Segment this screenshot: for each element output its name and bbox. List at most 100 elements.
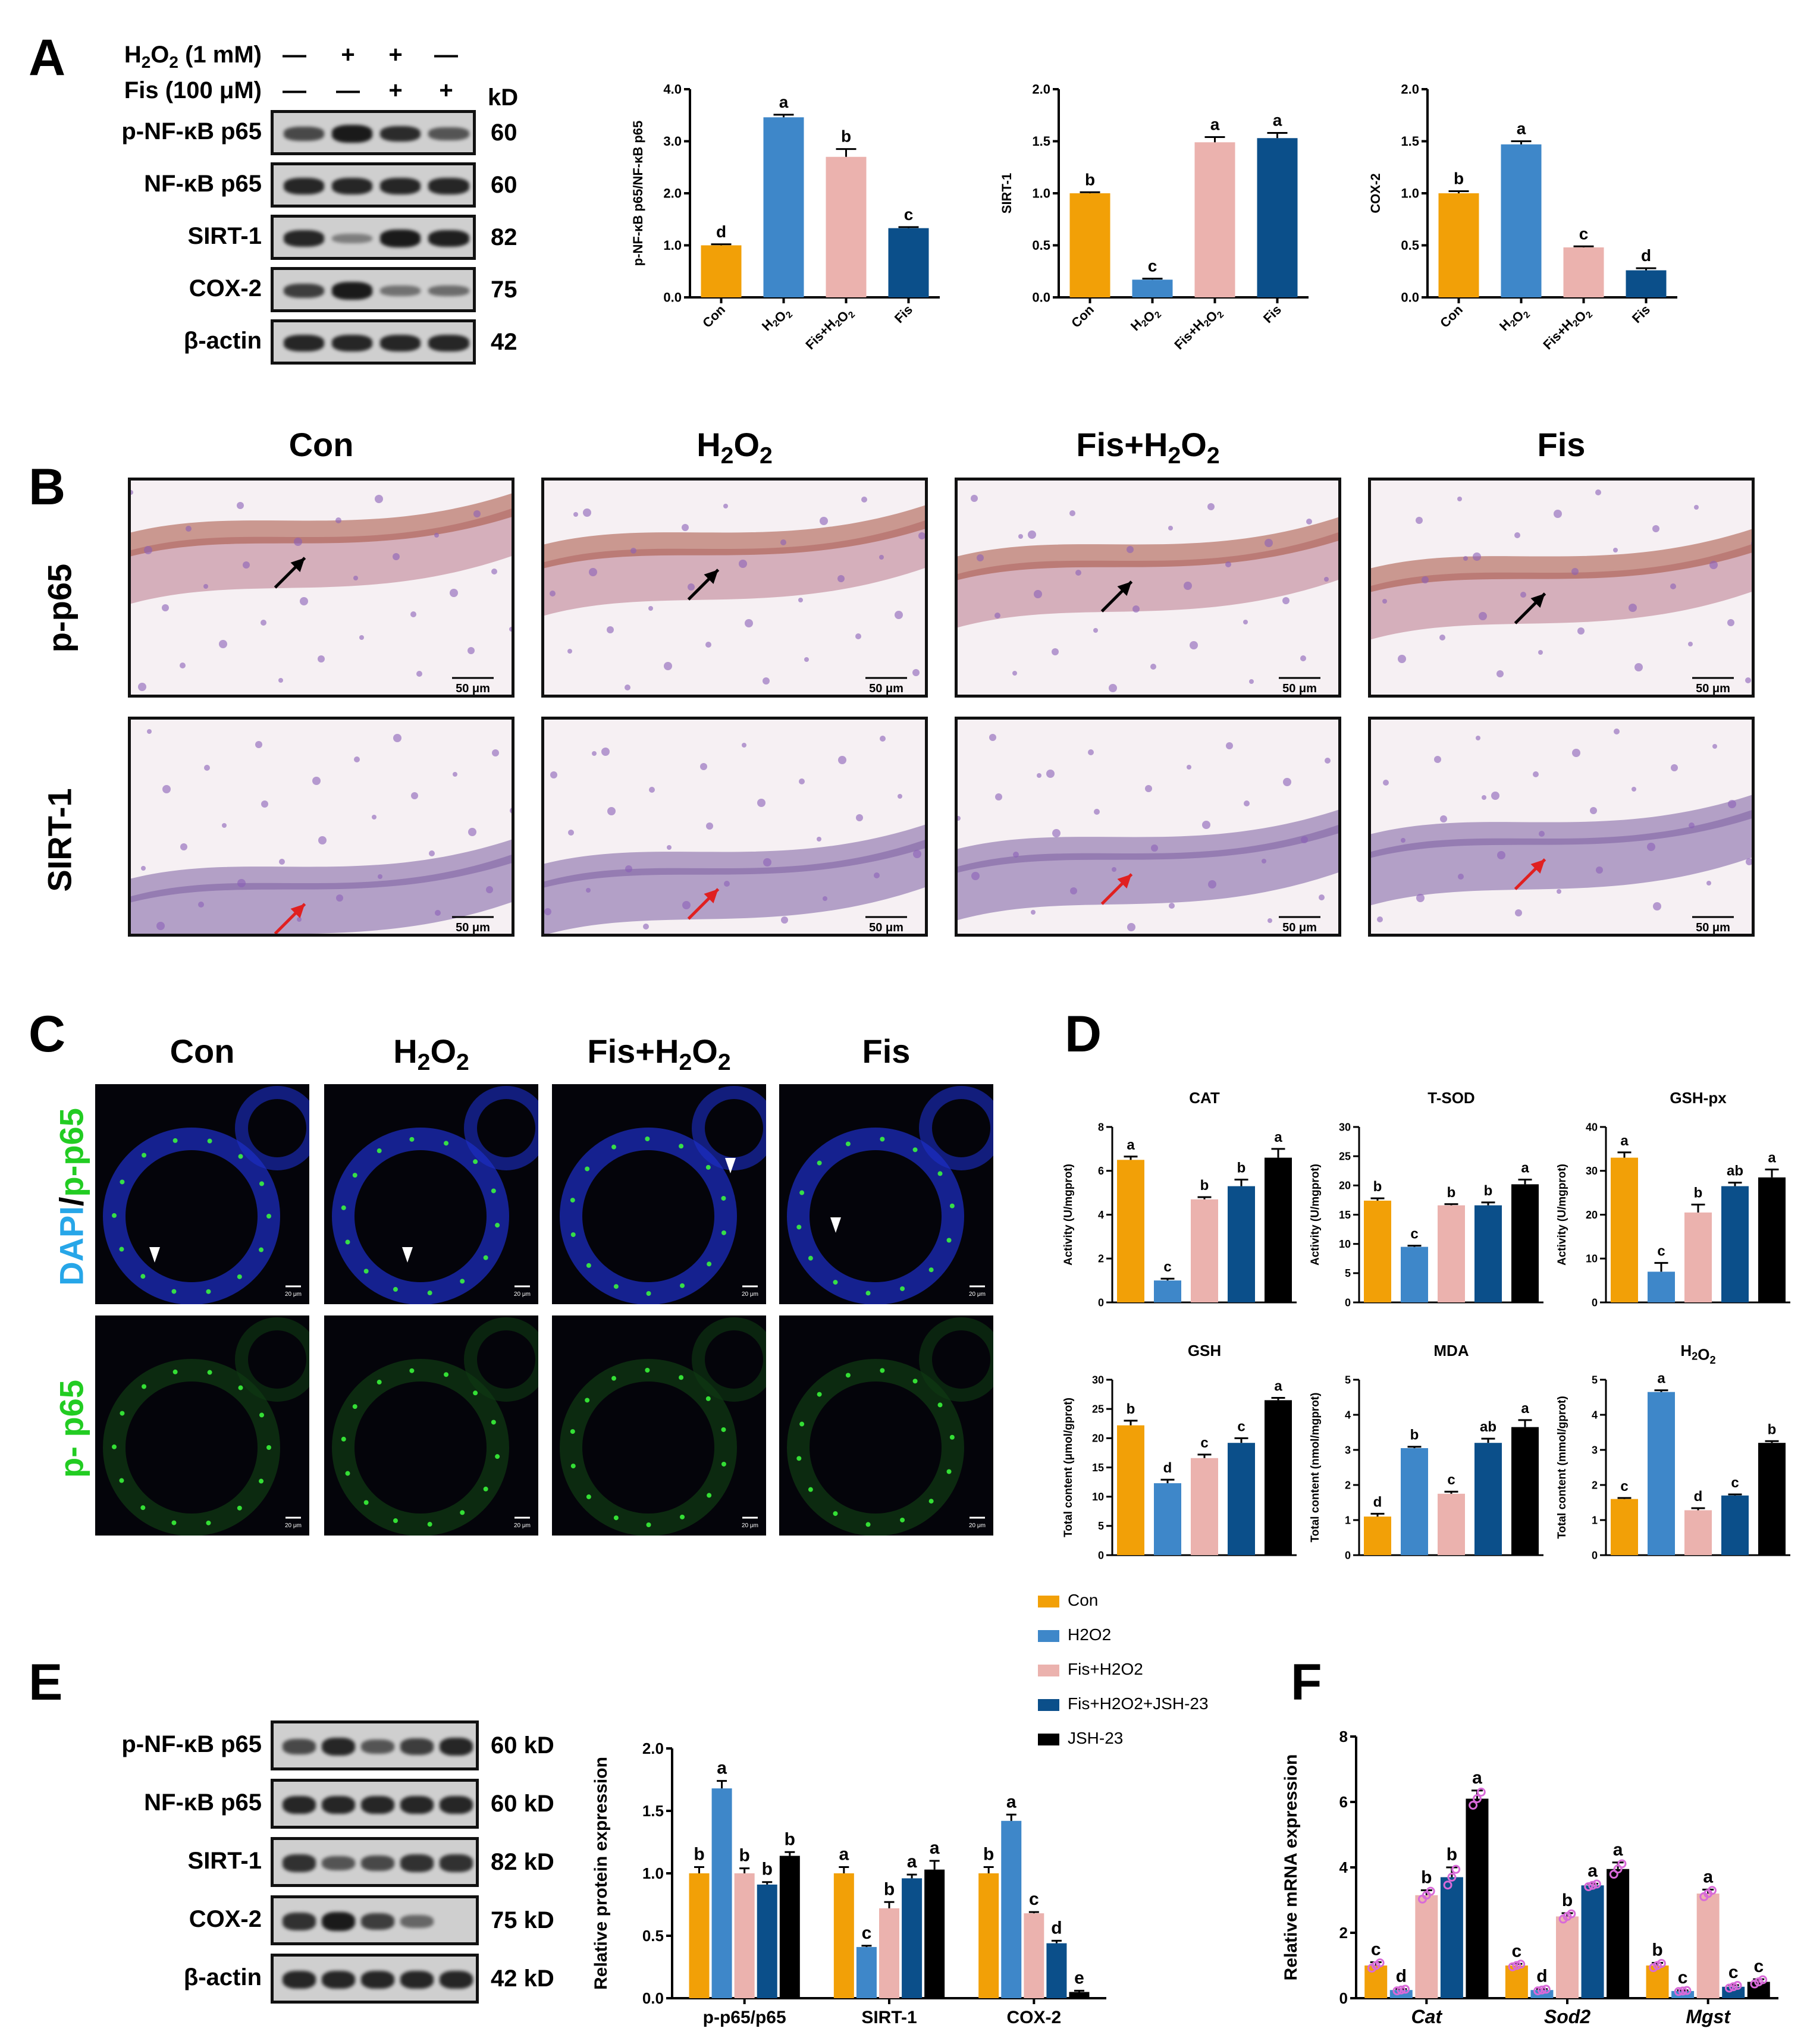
cell-dot [1093,628,1098,633]
cell-dot [1571,568,1579,575]
bar [1001,1820,1022,1998]
chart-e: 0.0 0.5 1.0 1.5 2.0 Relative protein expressi… [591,1740,1106,2027]
significance-letter: a [1210,115,1220,134]
cell-dot [958,816,961,821]
cell-dot [468,647,475,654]
p65-signal [912,1147,918,1153]
blot-kd-label: 60 [491,172,517,198]
p65-signal [611,1144,617,1150]
p65-signal [880,1368,885,1373]
bar [1117,1160,1144,1302]
chart-d1-cat: CAT 0 2 4 6 8 Activity (U/mgprot) a c b b a [1062,1089,1297,1308]
cell-dot [573,512,578,517]
x-category-label: Con [699,302,728,331]
blot-band [283,178,324,194]
significance-letter: b [983,1845,994,1864]
cell-dot [434,533,439,538]
follicle-ring-small [464,1317,538,1402]
blot-strip [271,267,476,312]
panel-letter-d: D [1065,1006,1102,1063]
y-tick-label: 1.5 [642,1802,664,1820]
blot-band [283,230,324,247]
cell-dot [1416,894,1425,902]
p65-signal [586,1263,591,1268]
cell-dot [261,620,266,626]
data-point [1617,1859,1627,1869]
blot-band [322,1737,355,1756]
fluorescence-drawing: 20 μm [103,1317,309,1536]
follicle-ring [332,1359,509,1536]
y-axis-label: Activity (U/mgprot) [1309,1164,1322,1266]
fluo-row1-label: DAPI/p-p65 [52,1084,91,1310]
cell-dot [664,662,672,670]
cell-dot [222,823,227,828]
significance-letter: b [1237,1160,1246,1176]
cell-dot [1031,910,1036,915]
cell-dot [1075,570,1081,576]
y-tick-label: 3 [1592,1444,1598,1456]
p65-signal [473,1390,478,1396]
blot-band [283,1739,316,1754]
significance-letter: c [1410,1226,1418,1242]
cell-dot [607,626,614,633]
x-category-label: Cat [1411,2006,1443,2027]
p65-signal [937,1402,943,1408]
x-category-label: p-p65/p65 [703,2008,786,2027]
h2o2-sign: + [388,42,403,68]
data-point [1584,1882,1593,1891]
x-category-label: Fis [892,302,915,326]
bar [1265,1400,1292,1555]
stained-layer [958,517,1338,580]
legend-swatch [1038,1595,1059,1607]
cell-dot [1632,787,1636,792]
histology-drawing: 50 μm [1371,489,1752,695]
bar [833,1873,854,1998]
arrow-head [290,558,305,572]
chart-title: T-SOD [1427,1089,1474,1107]
panel-letter-a: A [29,29,66,86]
cell-dot [353,576,358,580]
bar [1556,1916,1579,1998]
arrow-head [1530,859,1545,874]
significance-letter: a [1006,1792,1016,1811]
significance-letter: a [1521,1401,1529,1417]
cell-dot [198,902,204,908]
bar [734,1873,755,1998]
h2o2-sign: — [434,42,458,68]
significance-letter: c [1657,1244,1665,1260]
cell-dot [375,495,383,503]
y-tick-label: 2.0 [663,186,682,201]
cell-dot [1018,534,1023,539]
p65-label: p-p65 [52,1108,90,1197]
p65-signal [679,1144,684,1149]
significance-letter: b [1652,1941,1662,1960]
y-tick-label: 1.5 [1401,134,1419,149]
histology-image: 50 μm [955,717,1341,937]
p65-signal [112,1213,117,1218]
cell-dot [799,778,805,784]
x-category-label: COX-2 [1006,2008,1061,2027]
data-point [1588,1880,1598,1890]
panel-letter-e: E [29,1654,63,1711]
data-point [1392,1986,1402,1996]
bar [1364,1965,1388,1998]
p65-signal [259,1412,264,1418]
significance-letter: b [1562,1891,1573,1910]
blot-kd-label: 75 [491,277,517,303]
histology-col-fis-h2o2: Fis+H2O2 [1076,426,1220,469]
bar [1474,1443,1502,1555]
data-point [1567,1909,1576,1919]
y-tick-label: 6 [1339,1793,1348,1811]
scale-label: 50 μm [456,921,490,934]
y-tick-label: 3 [1345,1444,1351,1456]
blot-band [283,1913,316,1930]
cell-dot [706,822,713,830]
cell-dot [550,591,556,596]
blot-band [361,1913,394,1930]
bar [1438,193,1479,297]
data-point [1728,1982,1738,1992]
bar [1401,1247,1428,1302]
blot-band [361,1855,394,1871]
cell-dot [393,553,400,560]
blot-band [400,1915,434,1928]
